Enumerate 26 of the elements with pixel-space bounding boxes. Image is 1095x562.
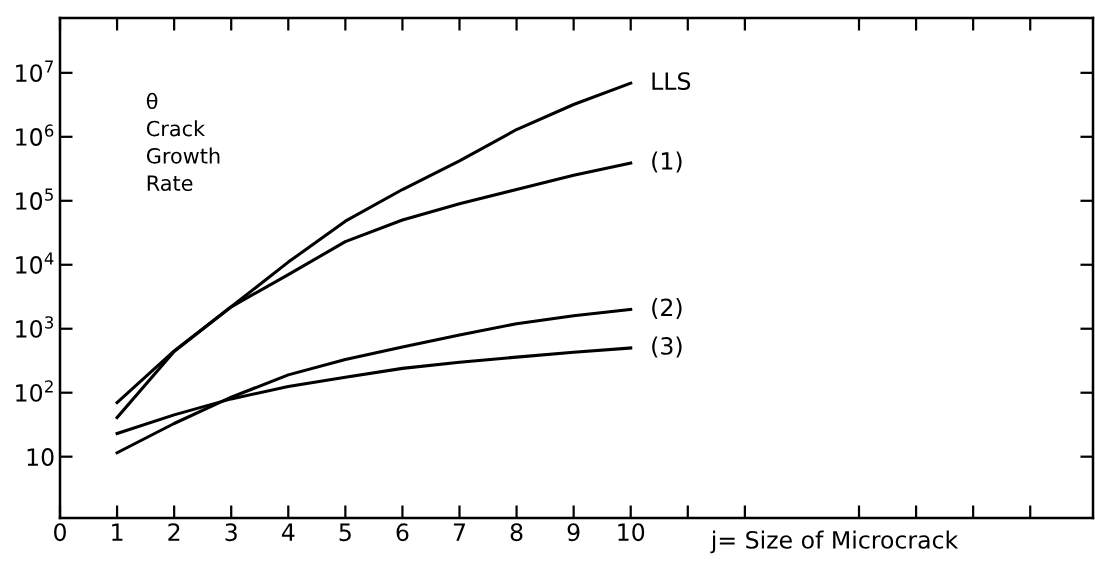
y-tick-label: 10$^{3}$ [16, 316, 54, 338]
y-tick-label: 10$^{4}$ [16, 252, 54, 274]
x-tick-label: 6 [396, 523, 409, 542]
x-tick-label: 10 [618, 523, 645, 542]
y-tick-label: 10$^{5}$ [16, 188, 53, 210]
series-label: (1) [652, 151, 682, 173]
x-tick-label: 1 [112, 523, 123, 541]
x-tick-label: 8 [510, 523, 523, 542]
y-tick-label: 10 [27, 448, 54, 466]
series-label: (3) [652, 336, 682, 358]
x-tick-label: 9 [567, 523, 580, 542]
line-series [115, 307, 633, 455]
y-tick-label: 10$^{6}$ [16, 124, 54, 146]
x-tick-label: 5 [339, 523, 351, 542]
y-axis-title: θ Crack Growth Rate [146, 92, 220, 191]
line-series [115, 81, 633, 420]
x-tick-label: 7 [453, 523, 465, 541]
x-tick-label: 2 [168, 523, 180, 541]
series-label: (2) [652, 298, 682, 320]
x-axis-title: j= Size of Microcrack [710, 530, 959, 554]
series-label: LLS [652, 72, 691, 91]
y-tick-label: 10$^{2}$ [16, 380, 53, 402]
x-tick-label: 4 [281, 523, 295, 541]
y-tick-label: 10$^{7}$ [16, 60, 53, 82]
x-tick-label: 0 [54, 523, 66, 542]
x-tick-label: 3 [225, 523, 237, 542]
